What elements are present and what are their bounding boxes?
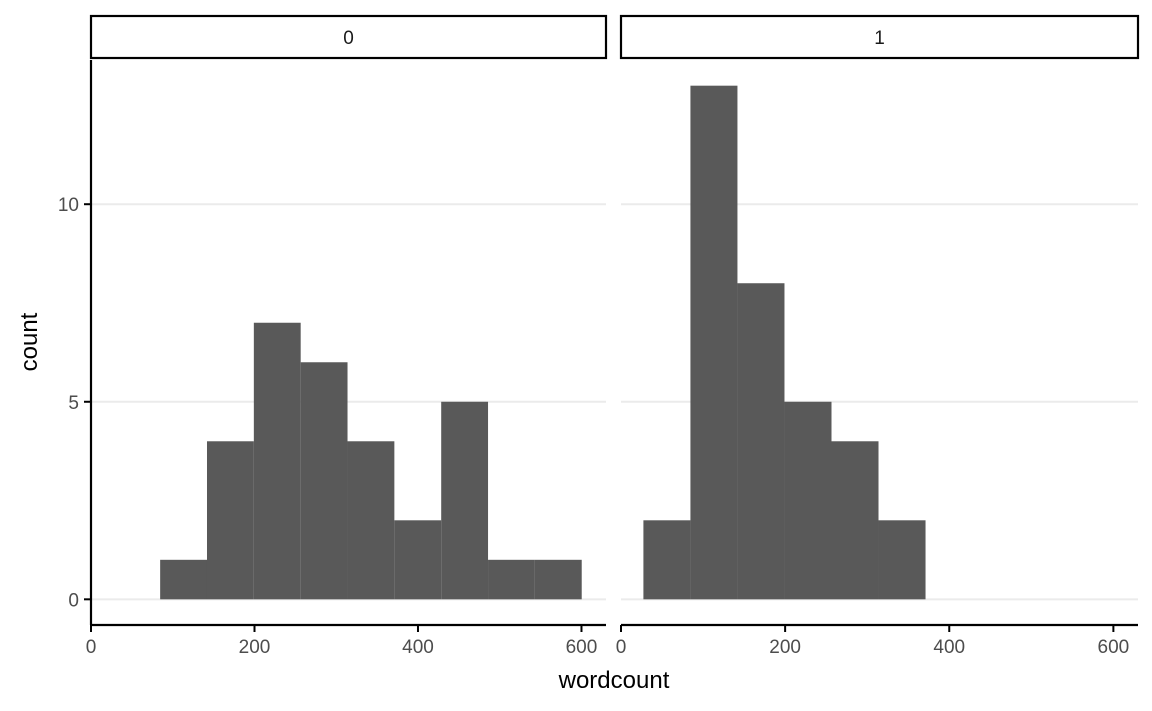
facet-strip-label: 1: [874, 28, 885, 49]
histogram-bar: [394, 520, 442, 600]
histogram-bar: [253, 322, 301, 600]
y-axis-title: count: [16, 312, 43, 371]
x-tick-label: 200: [769, 637, 801, 658]
x-tick-label: 0: [616, 637, 627, 658]
histogram-bar: [441, 401, 489, 600]
facet-strip: [619, 14, 1140, 60]
y-tick-label: 10: [58, 195, 79, 216]
facet-panels: 0 0 200 400 600 1 0 200 400 600: [86, 14, 1140, 658]
histogram-bar: [534, 559, 582, 600]
y-tick-label: 5: [68, 393, 79, 414]
facet-strip: [89, 14, 608, 60]
x-tick-label: 600: [1098, 637, 1130, 658]
y-tick-label: 0: [68, 590, 79, 611]
histogram-bar: [784, 401, 832, 600]
facet-panel-0: 0 0 200 400 600: [86, 14, 608, 658]
x-axis-title: wordcount: [558, 667, 670, 694]
x-tick-label: 400: [402, 637, 434, 658]
histogram-bar: [488, 559, 535, 600]
y-axis: 0 5 10: [58, 60, 93, 625]
histogram-bar: [690, 85, 738, 600]
x-tick-label: 0: [86, 637, 97, 658]
x-tick-label: 200: [239, 637, 271, 658]
histogram-bar: [737, 283, 785, 600]
histogram-bar: [300, 362, 348, 600]
histogram-bar: [206, 441, 254, 600]
histogram-bar: [643, 520, 691, 600]
facet-panel-1: 1 0 200 400 600: [616, 14, 1140, 658]
histogram-bar: [878, 520, 926, 600]
facet-strip-label: 0: [343, 28, 354, 49]
x-tick-label: 600: [566, 637, 598, 658]
x-tick-label: 400: [933, 637, 965, 658]
histogram-bar: [160, 559, 207, 600]
histogram-bar: [831, 441, 879, 600]
histogram-bar: [347, 441, 395, 600]
